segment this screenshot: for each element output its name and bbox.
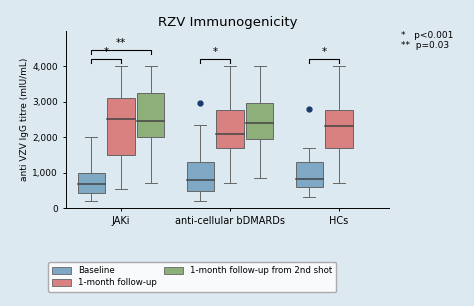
Bar — [78, 173, 105, 193]
Bar — [187, 162, 214, 191]
Bar — [246, 103, 273, 139]
Text: **: ** — [116, 38, 126, 48]
Bar — [137, 93, 164, 137]
Legend: Baseline, 1-month follow-up, 1-month follow-up from 2nd shot: Baseline, 1-month follow-up, 1-month fol… — [48, 262, 337, 292]
Text: *: * — [322, 47, 327, 57]
Text: *   p<0.001
**  p=0.03: * p<0.001 ** p=0.03 — [401, 31, 453, 50]
Bar — [216, 110, 244, 148]
Bar — [296, 162, 323, 187]
Bar — [326, 110, 353, 148]
Bar — [107, 98, 135, 155]
Text: *: * — [103, 47, 109, 57]
Title: RZV Immunogenicity: RZV Immunogenicity — [158, 17, 297, 29]
Text: *: * — [212, 47, 218, 57]
Y-axis label: anti VZV IgG titre (mIU/mL): anti VZV IgG titre (mIU/mL) — [20, 58, 29, 181]
